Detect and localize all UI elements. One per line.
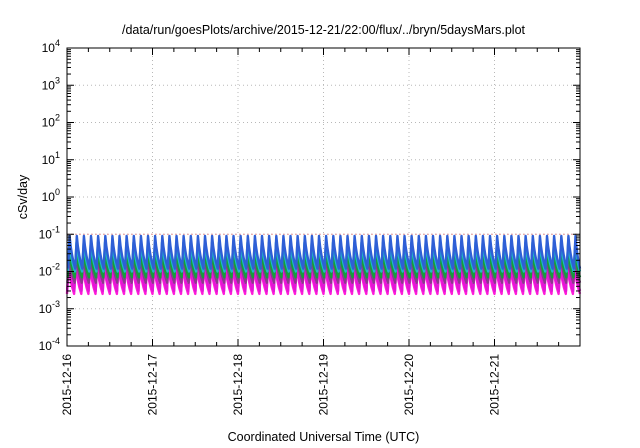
y-tick-label: 10-4	[39, 336, 60, 353]
x-tick-label: 2015-12-19	[317, 354, 331, 416]
x-tick-label: 2015-12-16	[60, 354, 74, 416]
y-tick-label: 104	[42, 38, 60, 55]
x-tick-label: 2015-12-20	[402, 354, 416, 416]
data-series-line	[66, 250, 582, 279]
x-tick-label: 2015-12-17	[146, 354, 160, 416]
y-tick-labels: 10-4 10-3 10-2 10-1 100 101 102 103 104	[39, 38, 60, 353]
y-tick-label: 101	[42, 150, 60, 167]
y-tick-label: 10-2	[39, 262, 60, 279]
x-tick-label: 2015-12-21	[488, 354, 502, 416]
data-series-line	[66, 241, 582, 273]
chart-title: /data/run/goesPlots/archive/2015-12-21/2…	[122, 23, 526, 37]
data-series-line	[65, 263, 582, 296]
y-tick-label: 102	[42, 113, 60, 130]
data-series-line	[66, 259, 582, 293]
data-series-line	[66, 253, 582, 284]
x-tick-labels: 2015-12-16 2015-12-17 2015-12-18 2015-12-19…	[60, 354, 502, 416]
x-tick-label: 2015-12-18	[231, 354, 245, 416]
grid-layer	[67, 48, 580, 346]
y-axis-title: cSv/day	[16, 174, 30, 219]
series-layer	[65, 233, 582, 296]
tick-layer	[66, 47, 581, 347]
y-tick-label: 10-3	[39, 299, 60, 316]
y-tick-label: 103	[42, 75, 60, 92]
x-axis-title: Coordinated Universal Time (UTC)	[228, 430, 420, 444]
y-tick-label: 100	[42, 187, 60, 204]
y-tick-label: 10-1	[39, 224, 60, 241]
data-series-line	[66, 234, 582, 270]
